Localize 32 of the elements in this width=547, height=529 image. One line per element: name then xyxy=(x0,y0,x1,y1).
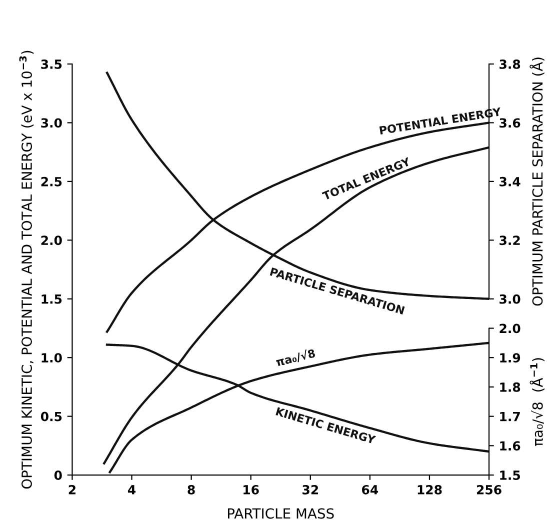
y3-tick-label: 2.0 xyxy=(500,324,520,334)
y2-tick-label: 3.4 xyxy=(500,176,520,186)
y2-tick-label: 3.6 xyxy=(500,118,520,128)
x-tick-label: 32 xyxy=(302,484,318,494)
y3-tick-label: 1.7 xyxy=(500,412,520,422)
y-tick-label: 2.5 xyxy=(41,176,62,186)
y2-axis-title: OPTIMUM PARTICLE SEPARATION (Å) xyxy=(530,58,544,306)
y2-tick-label: 3.0 xyxy=(500,294,520,304)
y-tick-label: 0 xyxy=(54,470,62,480)
x-tick-label: 64 xyxy=(362,484,378,494)
y2-tick-label: 3.2 xyxy=(500,236,520,246)
y2-tick-label: 3.8 xyxy=(500,59,520,69)
x-tick-label: 8 xyxy=(188,484,195,494)
y-tick-label: 1.0 xyxy=(42,353,62,363)
y3-tick-label: 1.5 xyxy=(500,470,520,480)
x-tick-label: 128 xyxy=(418,484,442,494)
text: πa₀/√8 xyxy=(275,348,316,368)
y-tick-label: 3.0 xyxy=(41,118,62,128)
x-tick-label: 256 xyxy=(476,484,502,494)
x-axis-title: PARTICLE MASS xyxy=(228,508,334,519)
y-axis-title: OPTIMUM KINETIC, POTENTIAL AND TOTAL ENERGY (eV x 10$^{−3}$) xyxy=(19,50,34,489)
y-tick-label: 1.5 xyxy=(42,294,62,304)
x-tick-label: 16 xyxy=(244,484,259,494)
y-tick-label: 3.5 xyxy=(41,59,62,69)
y-tick-label: 2.0 xyxy=(41,236,62,246)
y-tick-label: 0.5 xyxy=(40,412,62,422)
y3-tick-label: 1.6 xyxy=(500,441,520,451)
y3-tick-label: 1.9 xyxy=(500,353,520,363)
x-tick-label: 2 xyxy=(68,484,76,494)
y3-axis-title: πa₀/√8 (Å$^{−1}$) xyxy=(530,358,544,446)
x-tick-label: 4 xyxy=(128,485,136,494)
y3-tick-label: 1.8 xyxy=(500,382,520,392)
